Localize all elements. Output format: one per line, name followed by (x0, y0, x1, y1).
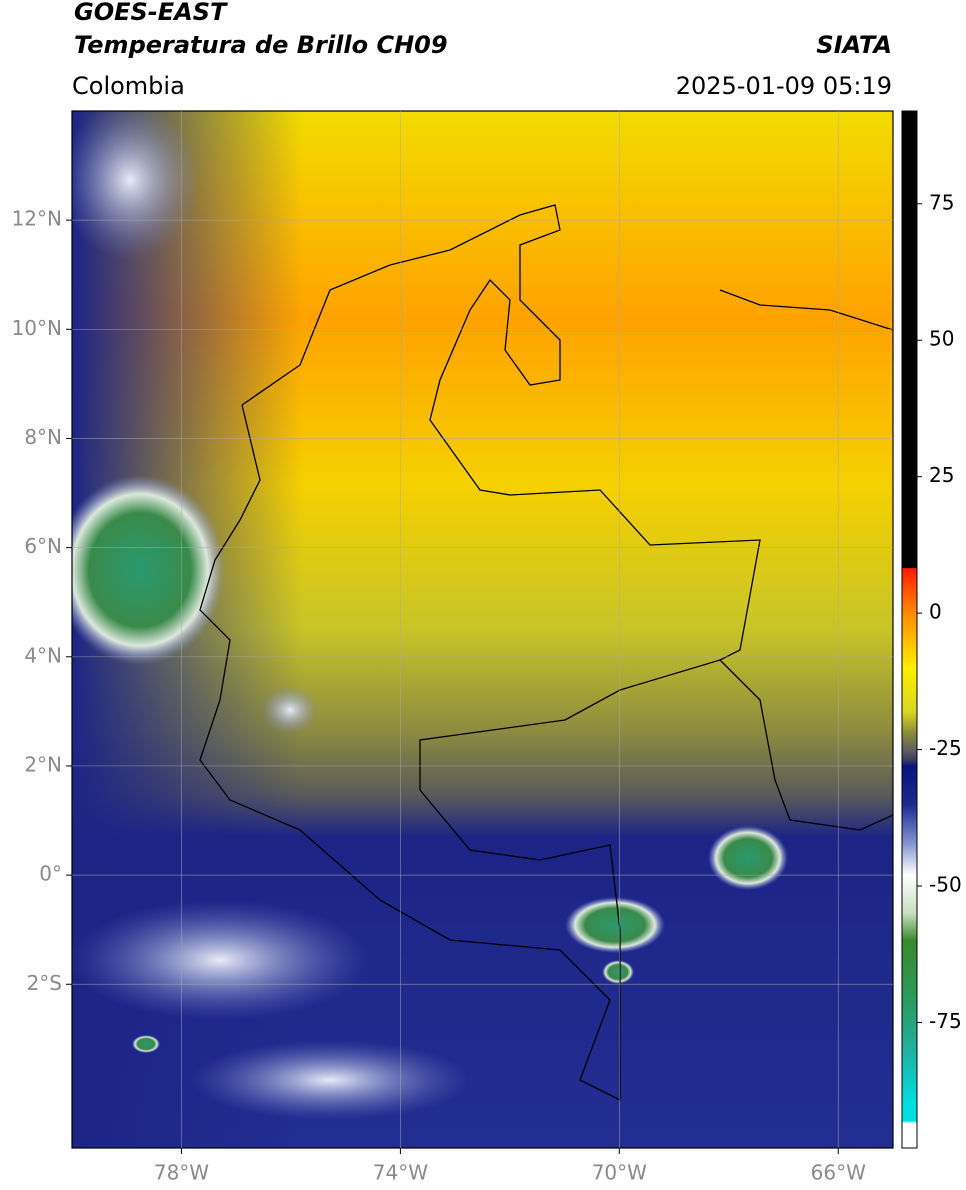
y-tick-label: 8°N (24, 425, 62, 449)
x-tick-label: 74°W (373, 1161, 428, 1185)
cloud-streak (72, 111, 200, 260)
colorbar-tick-label: 75 (929, 190, 954, 214)
cloud-cell (565, 897, 665, 953)
cloud-streak (260, 685, 320, 735)
y-tick-label: 10°N (12, 316, 62, 340)
y-tick-label: 2°N (24, 752, 62, 776)
satellite-image (72, 111, 893, 1148)
map-frame (71, 110, 894, 1149)
colorbar-tick-label: 0 (929, 600, 942, 624)
x-tick-label: 78°W (154, 1161, 209, 1185)
colorbar-tick-label: 25 (929, 463, 954, 487)
colorbar (901, 110, 918, 1149)
cloud-cell (708, 826, 788, 890)
y-tick-label: 4°N (24, 643, 62, 667)
datetime: 2025-01-09 05:19 (676, 72, 892, 100)
y-tick-label: 12°N (12, 207, 62, 231)
cloud-streak (72, 900, 370, 1020)
x-tick-label: 66°W (811, 1161, 866, 1185)
cloud-cell (132, 1035, 160, 1053)
region: Colombia (72, 72, 185, 100)
colorbar-tick-label: -50 (929, 873, 962, 897)
y-tick-label: 0° (39, 862, 62, 886)
subtitle: Temperatura de Brillo CH09 (74, 31, 448, 59)
y-tick-label: 2°S (27, 971, 62, 995)
source: SIATA (816, 31, 892, 59)
x-tick-label: 70°W (592, 1161, 647, 1185)
title: GOES-EAST (74, 0, 228, 26)
borders (199, 204, 893, 1102)
cloud-streak (190, 1040, 470, 1120)
colorbar-tick-label: 50 (929, 327, 954, 351)
y-tick-label: 6°N (24, 534, 62, 558)
cloud-cell (72, 475, 225, 665)
cloud-cell (602, 960, 634, 984)
colorbar-tick-label: -75 (929, 1009, 962, 1033)
colorbar-tick-label: -25 (929, 736, 962, 760)
